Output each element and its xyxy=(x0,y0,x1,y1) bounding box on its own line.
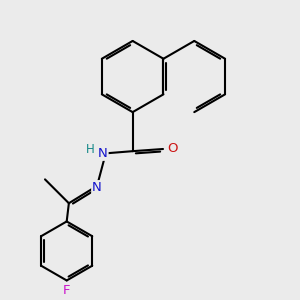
Text: N: N xyxy=(98,147,108,160)
Text: F: F xyxy=(63,284,70,296)
Text: N: N xyxy=(92,181,102,194)
Text: H: H xyxy=(86,143,95,156)
Text: O: O xyxy=(167,142,178,155)
